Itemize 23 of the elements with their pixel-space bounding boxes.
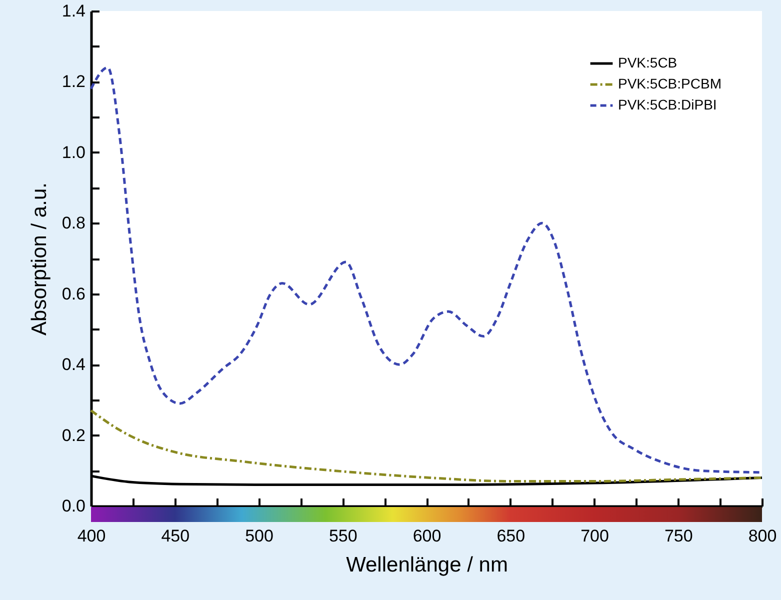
x-axis-title: Wellenlänge / nm — [346, 554, 508, 576]
text: 0.0 — [62, 496, 86, 516]
y-axis-title: Absorption / a.u. — [28, 182, 51, 336]
x-tick-label: 750 — [664, 526, 693, 546]
y-tick-label: 1.2 — [62, 72, 86, 92]
legend-label: PVK:5CB — [618, 54, 678, 70]
y-tick-label: 0.8 — [62, 214, 86, 233]
x-tick-label: 800 — [748, 526, 777, 546]
x-tick-label: 600 — [412, 526, 442, 546]
y-tick-label: 1.4 — [62, 2, 86, 20]
legend-label: PVK:5CB:PCBM — [618, 76, 722, 92]
y-tick-label: 0.2 — [62, 426, 86, 445]
x-tick-label: 450 — [161, 526, 190, 546]
y-tick-label: 0.4 — [62, 355, 86, 374]
x-tick-label: 550 — [328, 526, 358, 546]
y-tick-label: 1.0 — [62, 142, 86, 162]
x-tick-label: 500 — [245, 526, 274, 546]
x-tick-label: 700 — [580, 526, 609, 546]
line-series — [90, 409, 764, 482]
x-tick-label: 650 — [496, 526, 526, 546]
legend-label: PVK:5CB:DiPBI — [618, 96, 717, 112]
y-tick-label: 0.6 — [62, 284, 86, 304]
x-tick-label: 400 — [77, 526, 106, 546]
